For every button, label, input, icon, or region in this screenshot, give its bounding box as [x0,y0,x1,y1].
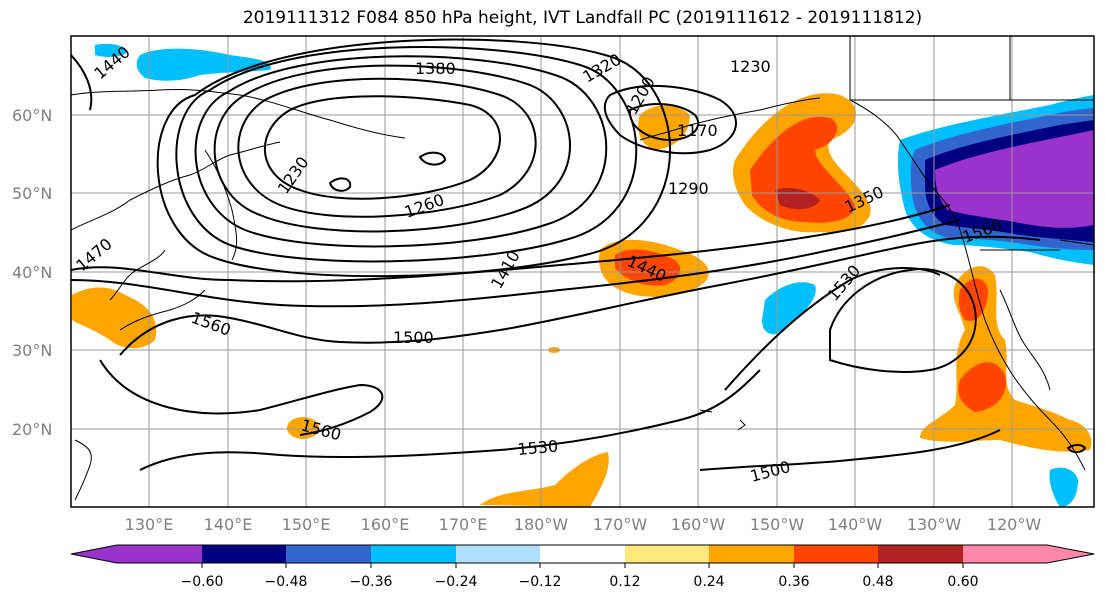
longitude-labels: 130°E 140°E 150°E 160°E 170°E 180°W 170°… [125,515,1042,534]
colorbar-tick-label: 0.36 [778,574,809,590]
lon-label: 150°W [750,515,805,534]
map-border [70,35,1095,508]
colorbar-swatch [625,545,709,563]
contour-label: 1290 [668,179,709,198]
lon-label: 180°W [514,515,569,534]
colorbar-outline [70,544,1095,564]
colorbar-swatch [540,545,625,563]
colorbar-tick-label: −0.12 [519,574,562,590]
height-contours [71,38,1087,471]
lon-label: 130°E [125,515,174,534]
contour-label: 1170 [677,121,718,140]
colorbar-extend-min [71,545,117,563]
colorbar-swatch [202,545,286,563]
lon-label: 160°W [671,515,726,534]
colorbar: −0.60 −0.48 −0.36 −0.24 −0.12 0.12 0.24 … [70,544,1095,590]
map-title: 2019111312 F084 850 hPa height, IVT Land… [242,8,923,28]
coastlines [71,36,1094,501]
colorbar-tick-label: 0.24 [693,574,724,590]
lon-label: 140°E [204,515,253,534]
colorbar-swatch [371,545,456,563]
positive-anomaly-core [750,116,855,223]
lon-label: 170°E [439,515,488,534]
positive-anomaly-california-core [958,362,1006,412]
negative-anomaly-subtropic [762,282,816,335]
contour-label: 1230 [730,57,771,76]
colorbar-swatch [456,545,540,563]
lon-label: 170°W [593,515,648,534]
colorbar-swatch [794,545,878,563]
contour-label: 1380 [415,59,456,78]
lat-label: 40°N [12,263,52,282]
negative-anomaly-north-2 [95,43,128,57]
colorbar-swatch [117,545,202,563]
colorbar-swatch [878,545,963,563]
colorbar-tick-label: 0.48 [862,574,893,590]
lon-label: 140°W [828,515,883,534]
colorbar-swatch [286,545,371,563]
colorbar-tick-label: 0.60 [947,574,978,590]
colorbar-tick-label: −0.60 [181,574,224,590]
lon-label: 160°E [361,515,410,534]
colorbar-extend-max [1047,545,1094,563]
lon-label: 130°W [907,515,962,534]
lon-label: 150°E [282,515,331,534]
lat-label: 30°N [12,341,52,360]
negative-anomaly-pnw-peak [935,130,1094,228]
colorbar-tick-label: −0.36 [350,574,393,590]
lat-label: 50°N [12,184,52,203]
lat-label: 20°N [12,420,52,439]
colorbar-tick-label: −0.48 [265,574,308,590]
positive-anomaly-south [480,452,609,507]
lon-label: 120°W [987,515,1042,534]
lat-label: 60°N [12,106,52,125]
colorbar-tick-label: 0.12 [609,574,640,590]
colorbar-tick-label: −0.24 [435,574,478,590]
contour-label: 1530 [517,437,559,459]
colorbar-swatch [709,545,794,563]
positive-anomaly-japan [72,287,157,349]
contour-label: 1500 [393,328,434,347]
colorbar-swatch [963,545,1047,563]
negative-anomaly-north [136,48,271,81]
latitude-labels: 60°N 50°N 40°N 30°N 20°N [12,106,52,439]
negative-anomaly-baja [1049,467,1078,507]
